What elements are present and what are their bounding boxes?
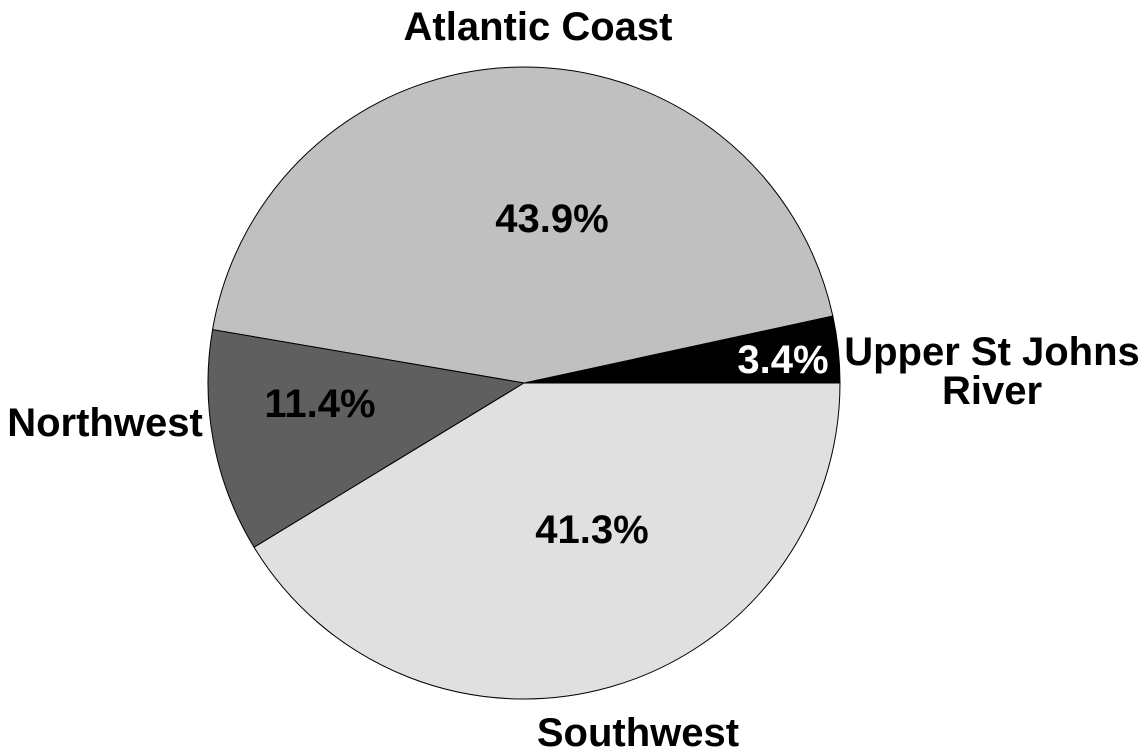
percent-label-upper-st-johns-river: 3.4% (737, 338, 828, 382)
category-labels: Upper St Johns River Atlantic Coast Northwe… (7, 5, 1140, 750)
category-label-northwest: Northwest (7, 401, 203, 445)
percent-label-northwest: 11.4% (264, 382, 375, 426)
pie-slices (207, 66, 841, 700)
category-label-southwest: Southwest (537, 711, 739, 750)
percent-label-southwest: 41.3% (535, 508, 648, 552)
percent-label-atlantic-coast: 43.9% (495, 197, 608, 241)
category-label-upper-st-johns-river: Upper St Johns River (844, 330, 1140, 413)
pie-slice-northwest (207, 329, 526, 548)
pie-slice-atlantic-coast (211, 66, 834, 384)
category-label-atlantic-coast: Atlantic Coast (404, 5, 673, 49)
percent-labels: 3.4% 43.9% 11.4% 41.3% (264, 197, 828, 552)
pie-slice-southwest (253, 382, 841, 700)
